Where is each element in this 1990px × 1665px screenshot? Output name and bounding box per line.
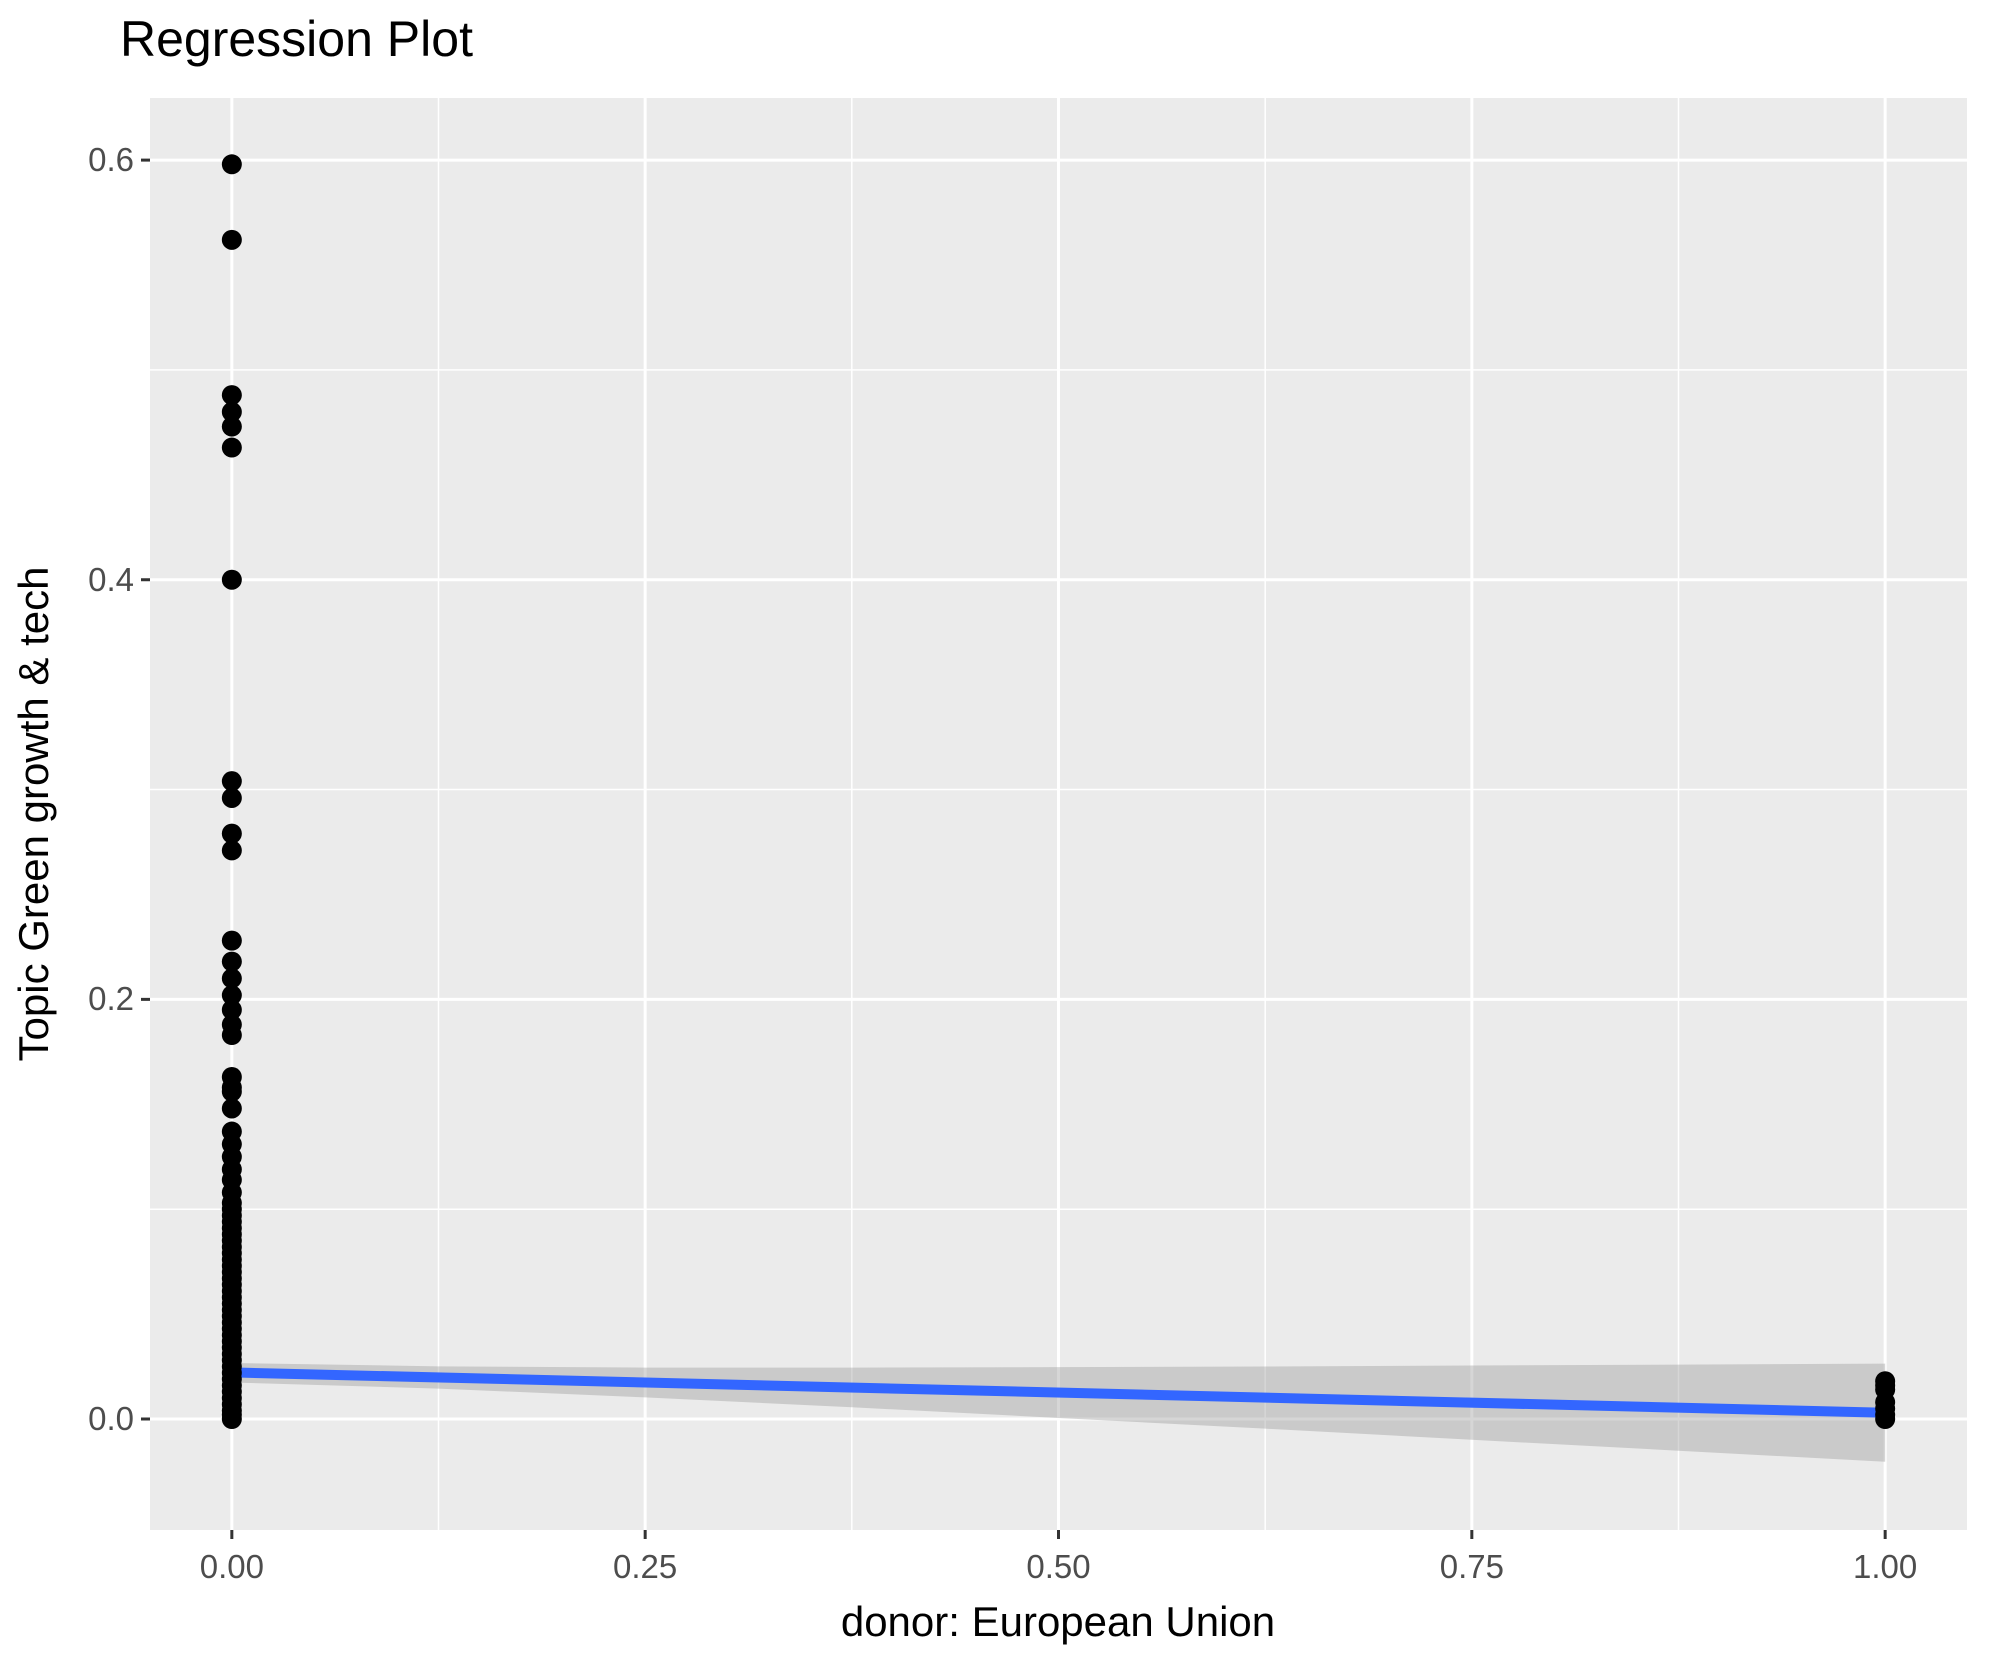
scatter-point — [221, 999, 242, 1020]
confidence-band — [231, 1362, 1886, 1462]
x-tick-label: 0.25 — [613, 1548, 678, 1585]
scatter-point — [221, 951, 242, 972]
scatter-point — [221, 401, 242, 422]
plot-title: Regression Plot — [120, 11, 473, 67]
scatter-point — [221, 154, 242, 175]
scatter-point — [221, 569, 242, 590]
scatter-point — [221, 1409, 242, 1430]
scatter-point — [221, 1081, 242, 1102]
scatter-point — [221, 985, 242, 1006]
scatter-point — [221, 1025, 242, 1046]
scatter-point — [221, 385, 242, 406]
scatter-point — [221, 229, 242, 250]
x-tick-label: 0.75 — [1439, 1548, 1504, 1585]
scatter-point — [221, 787, 242, 808]
y-tick-label: 0.2 — [88, 980, 134, 1018]
scatter-point — [221, 968, 242, 989]
x-axis-title: donor: European Union — [840, 1598, 1276, 1645]
scatter-point — [221, 1098, 242, 1119]
x-tick-label: 1.00 — [1853, 1548, 1918, 1585]
scatter-point — [221, 416, 242, 437]
scatter-point — [221, 930, 242, 951]
y-tick-label: 0.0 — [88, 1400, 134, 1437]
scatter-point — [1875, 1409, 1896, 1430]
x-tick-label: 0.50 — [1026, 1548, 1091, 1585]
y-tick-label: 0.6 — [88, 141, 134, 179]
scatter-point — [221, 840, 242, 861]
scatter-point — [221, 771, 242, 792]
y-axis-title: Topic Green growth & tech — [10, 566, 57, 1062]
regression-line — [231, 1367, 1886, 1418]
scatter-point — [221, 437, 242, 458]
scatter-point — [221, 823, 242, 844]
x-tick-label: 0.00 — [199, 1548, 264, 1585]
y-tick-label: 0.4 — [88, 560, 134, 598]
